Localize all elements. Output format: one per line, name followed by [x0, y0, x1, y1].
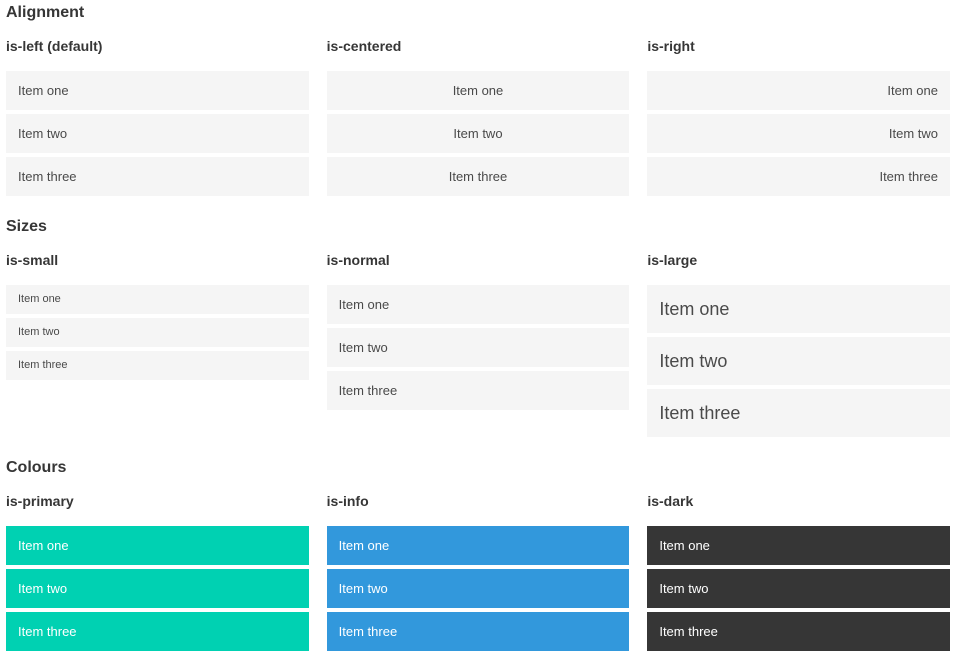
list-item-label: Item two [18, 326, 60, 338]
list-item[interactable]: Item two [6, 569, 309, 608]
item-list: Item one Item two Item three [6, 71, 309, 196]
list-item-label: Item three [879, 169, 938, 184]
component-demo-page: Alignment is-left (default) Item one Ite… [6, 4, 950, 655]
item-list: Item one Item two Item three [326, 71, 630, 196]
example-column-large: is-large Item one Item two Item three [647, 253, 950, 441]
list-item-label: Item two [18, 126, 68, 141]
example-title: is-right [647, 38, 695, 54]
item-list: Item one Item two Item three [326, 285, 630, 410]
section-sizes: Sizes is-small Item one Item two Item th… [6, 218, 950, 441]
list-item[interactable]: Item one [326, 285, 630, 324]
list-item[interactable]: Item one [326, 526, 630, 565]
list-item-label: Item two [659, 351, 728, 371]
list-item-label: Item one [18, 538, 69, 553]
list-item[interactable]: Item three [6, 351, 309, 380]
list-item[interactable]: Item two [326, 114, 630, 153]
list-item-label: Item three [18, 359, 68, 371]
list-item[interactable]: Item two [326, 569, 630, 608]
examples-grid: is-left (default) Item one Item two Item… [6, 39, 950, 200]
list-item-label: Item three [18, 624, 77, 639]
list-item-label: Item two [18, 581, 68, 596]
example-title: is-normal [326, 252, 390, 268]
example-title: is-small [6, 252, 59, 268]
list-item[interactable]: Item one [647, 285, 950, 333]
list-item[interactable]: Item two [647, 337, 950, 385]
list-item-label: Item three [659, 403, 741, 423]
example-column-right: is-right Item one Item two Item three [647, 39, 950, 200]
section-title: Alignment [6, 4, 85, 21]
item-list: Item one Item two Item three [6, 285, 309, 380]
list-item[interactable]: Item two [647, 114, 950, 153]
example-column-left: is-left (default) Item one Item two Item… [6, 39, 309, 200]
example-column-normal: is-normal Item one Item two Item three [326, 252, 630, 414]
list-item-label: Item three [659, 624, 718, 639]
list-item[interactable]: Item two [6, 114, 309, 153]
list-item-label: Item one [18, 83, 69, 98]
list-item-label: Item two [338, 340, 388, 355]
list-item-label: Item two [659, 581, 709, 596]
example-column-info: is-info Item one Item two Item three [326, 493, 630, 655]
section-colours: Colours is-primary Item one Item two Ite… [6, 459, 950, 655]
item-list: Item one Item two Item three [647, 285, 950, 437]
list-item[interactable]: Item one [6, 526, 309, 565]
list-item[interactable]: Item three [326, 612, 630, 651]
example-title: is-left (default) [6, 38, 103, 54]
list-item-label: Item one [338, 297, 390, 312]
example-title: is-centered [326, 38, 402, 54]
list-item[interactable]: Item one [6, 71, 309, 110]
list-item-label: Item one [338, 538, 390, 553]
list-item[interactable]: Item three [647, 157, 950, 196]
list-item[interactable]: Item two [326, 328, 630, 367]
list-item[interactable]: Item one [647, 71, 950, 110]
example-title: is-info [326, 493, 369, 509]
example-column-dark: is-dark Item one Item two Item three [647, 494, 950, 655]
list-item[interactable]: Item three [326, 157, 630, 196]
list-item-label: Item three [18, 169, 77, 184]
list-item[interactable]: Item one [6, 285, 309, 314]
list-item[interactable]: Item two [647, 569, 950, 608]
list-item-label: Item one [887, 83, 938, 98]
example-title: is-primary [6, 493, 74, 509]
section-title: Colours [6, 459, 67, 476]
list-item-label: Item two [453, 126, 503, 141]
example-column-primary: is-primary Item one Item two Item three [6, 494, 309, 655]
list-item[interactable]: Item three [647, 612, 950, 651]
list-item-label: Item three [338, 624, 398, 639]
list-item-label: Item one [452, 83, 504, 98]
item-list: Item one Item two Item three [647, 71, 950, 196]
list-item[interactable]: Item three [326, 371, 630, 410]
example-column-centered: is-centered Item one Item two Item three [326, 38, 630, 200]
list-item[interactable]: Item one [326, 71, 630, 110]
section-title: Sizes [6, 218, 47, 235]
list-item[interactable]: Item three [647, 389, 950, 437]
examples-grid: is-primary Item one Item two Item three … [6, 494, 950, 655]
section-alignment: Alignment is-left (default) Item one Ite… [6, 4, 950, 200]
item-list: Item one Item two Item three [6, 526, 309, 651]
example-title: is-dark [647, 493, 694, 509]
example-title: is-large [647, 252, 698, 268]
list-item[interactable]: Item two [6, 318, 309, 347]
item-list: Item one Item two Item three [647, 526, 950, 651]
example-column-small: is-small Item one Item two Item three [6, 253, 309, 384]
item-list: Item one Item two Item three [326, 526, 630, 651]
list-item-label: Item one [659, 538, 710, 553]
list-item-label: Item three [448, 169, 508, 184]
list-item[interactable]: Item one [647, 526, 950, 565]
list-item-label: Item two [888, 126, 938, 141]
list-item-label: Item one [659, 299, 730, 319]
list-item-label: Item one [18, 293, 61, 305]
list-item[interactable]: Item three [6, 612, 309, 651]
examples-grid: is-small Item one Item two Item three is… [6, 253, 950, 441]
list-item[interactable]: Item three [6, 157, 309, 196]
list-item-label: Item three [338, 383, 398, 398]
list-item-label: Item two [338, 581, 388, 596]
